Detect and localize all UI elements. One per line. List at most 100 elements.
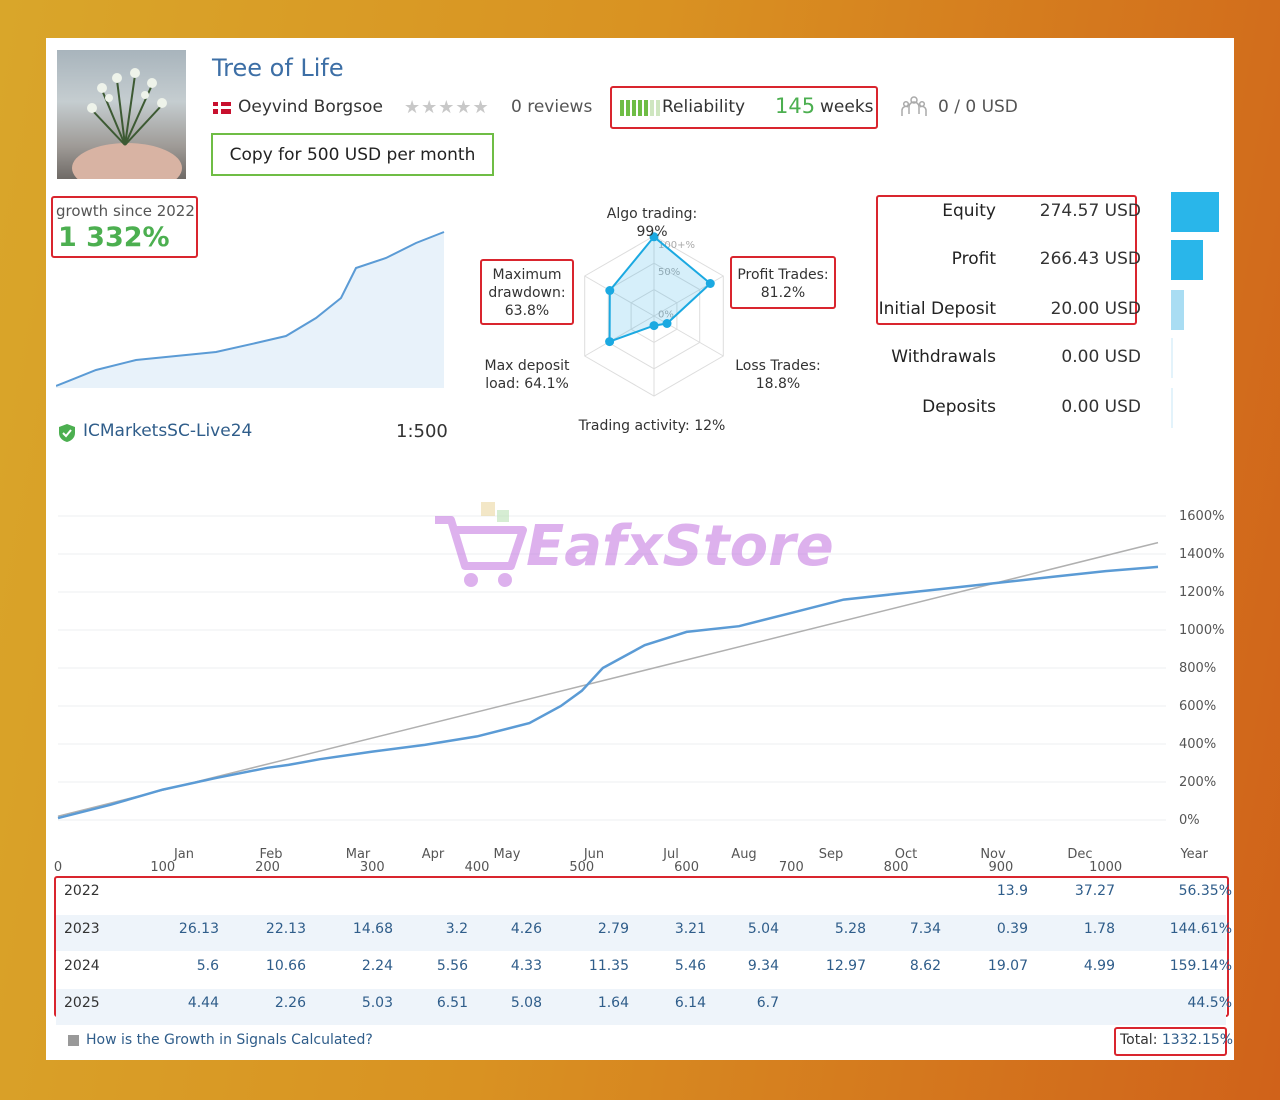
table-cell: 4.44 (187, 995, 219, 1011)
table-year: 2025 (64, 995, 100, 1011)
radar-point (649, 232, 659, 242)
broker-server-link[interactable]: ICMarketsSC-Live24 (83, 421, 253, 441)
table-cell: 144.61% (1169, 921, 1232, 937)
radar-loss-trades-label: Loss Trades: (735, 358, 821, 374)
x-tick-label: 500 (569, 860, 594, 875)
drawdown-highlight (480, 259, 574, 325)
table-cell: 9.34 (747, 958, 779, 974)
table-cell: 3.2 (445, 921, 468, 937)
radar-loss-trades-value: 18.8% (755, 376, 801, 392)
watermark-logo: EafxStore (431, 500, 851, 590)
watermark-text: EafxStore (526, 514, 834, 579)
stat-bar (1171, 388, 1173, 428)
table-cell: 3.21 (674, 921, 706, 937)
month-label: Feb (259, 847, 283, 862)
table-row: 2024 5.6 10.66 2.24 5.56 4.33 11.35 5.46 9.34 12.… (46, 952, 1234, 988)
radar-algo-trading: Algo trading: 99% (606, 206, 698, 240)
reliability-bars-icon (620, 100, 660, 116)
growth-label: growth since 2022 (56, 202, 195, 220)
stat-label: Deposits (922, 397, 996, 417)
y-tick-label: 600% (1179, 699, 1216, 714)
table-cell: 1.78 (1083, 921, 1115, 937)
month-label: Oct (894, 847, 918, 862)
x-tick-label: 700 (779, 860, 804, 875)
table-cell: 6.51 (436, 995, 468, 1011)
table-cell: 14.68 (352, 921, 393, 937)
table-year: 2023 (64, 921, 100, 937)
table-cell: 4.33 (510, 958, 542, 974)
signal-title[interactable]: Tree of Life (212, 54, 344, 82)
x-tick-label: 0 (54, 860, 62, 875)
table-cell: 8.62 (909, 958, 941, 974)
radar-deposit-load: Max deposit load: 64.1% (482, 357, 572, 393)
x-tick-label: 600 (674, 860, 699, 875)
norway-flag-icon (213, 102, 231, 114)
stat-bar (1171, 240, 1203, 280)
table-cell: 37.27 (1074, 883, 1115, 899)
month-label: Apr (421, 847, 445, 862)
table-cell: 6.14 (674, 995, 706, 1011)
total-growth: Total: 1332.15% (1120, 1032, 1233, 1048)
author-name[interactable]: Oeyvind Borgsoe (238, 97, 383, 117)
growth-chart: 1600% 1400% 1200% 1000% 800% 600% 400% 200% 0% 0… (54, 509, 1225, 875)
subscribers-value: 0 / 0 USD (938, 97, 1018, 117)
radar-deposit-load-value: load: 64.1% (485, 376, 569, 392)
x-tick-label: 300 (360, 860, 385, 875)
month-label: Aug (731, 847, 757, 862)
table-row-bg (56, 915, 1226, 951)
stat-value: 0.00 USD (1061, 397, 1141, 417)
table-cell: 19.07 (987, 958, 1028, 974)
y-tick-label: 1400% (1179, 547, 1224, 562)
reliability-highlight (610, 86, 878, 129)
table-cell: 12.97 (825, 958, 866, 974)
radar-ring-label: 100+% (658, 240, 695, 251)
copy-signal-button[interactable]: Copy for 500 USD per month (211, 133, 494, 176)
stat-bar (1171, 290, 1184, 330)
weeks-value: 145 (775, 94, 816, 118)
info-icon (68, 1035, 79, 1046)
table-row-bg (56, 989, 1226, 1025)
table-cell: 44.5% (1187, 995, 1232, 1011)
x-tick-label: 800 (884, 860, 909, 875)
table-cell: 13.9 (996, 883, 1028, 899)
radar-point (705, 279, 715, 288)
month-label: Jun (583, 847, 605, 862)
growth-mini-chart (56, 231, 445, 388)
subscribers-icon (901, 94, 927, 120)
radar-trading-activity: Trading activity: 12% (578, 418, 726, 434)
month-label: Dec (1067, 847, 1093, 862)
stat-label: Profit (951, 249, 996, 269)
radar-chart: 100+% 50% 0% (584, 232, 724, 397)
month-label: Sep (818, 847, 844, 862)
table-row: 2025 4.44 2.26 5.03 6.51 5.08 1.64 6.14 6.7 44.5% (46, 989, 1234, 1025)
y-tick-label: 1600% (1179, 509, 1224, 524)
radar-spoke (584, 275, 655, 317)
signal-card: Tree of Life Oeyvind Borgsoe ★★★★★ 0 rev… (46, 38, 1234, 1060)
verified-shield-icon (57, 423, 77, 443)
signal-avatar (57, 50, 186, 179)
table-cell: 10.66 (265, 958, 306, 974)
table-cell: 2.79 (597, 921, 629, 937)
table-cell: 2.24 (361, 958, 393, 974)
growth-highlight (51, 196, 198, 258)
stat-value: 266.43 USD (1039, 249, 1141, 269)
radar-point (605, 337, 615, 347)
growth-calculation-link[interactable]: How is the Growth in Signals Calculated? (86, 1032, 373, 1048)
table-cell: 5.56 (436, 958, 468, 974)
table-cell: 5.6 (196, 958, 219, 974)
table-cell: 0.39 (996, 921, 1028, 937)
table-cell: 4.99 (1083, 958, 1115, 974)
total-label: Total: (1120, 1032, 1158, 1048)
table-row: 2023 26.13 22.13 14.68 3.2 4.26 2.79 3.21 5.04 5.… (46, 915, 1234, 951)
growth-value: 1 332% (58, 222, 170, 253)
stats-highlight (876, 195, 1137, 325)
reviews-count[interactable]: 0 reviews (511, 97, 593, 117)
table-cell: 6.7 (756, 995, 779, 1011)
table-cell: 2.26 (274, 995, 306, 1011)
table-cell: 4.26 (510, 921, 542, 937)
table-cell: 5.04 (747, 921, 779, 937)
growth-line (57, 565, 1159, 820)
table-row: 2022 13.9 37.27 56.35% (46, 877, 1234, 913)
radar-ring-label: 0% (658, 310, 674, 321)
reliability-label: Reliability (662, 97, 746, 117)
